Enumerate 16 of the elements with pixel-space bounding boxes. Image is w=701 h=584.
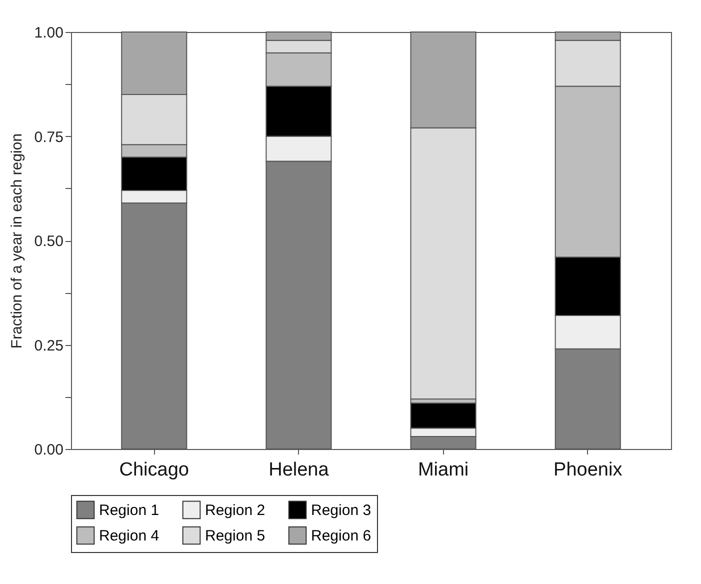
- y-tick-label: 0.25: [34, 337, 64, 354]
- legend-label: Region 1: [99, 502, 160, 519]
- y-axis-title: Fraction of a year in each region: [8, 133, 26, 349]
- legend-label: Region 6: [311, 528, 372, 544]
- x-tick-label: Phoenix: [554, 460, 623, 480]
- x-tick-label: Miami: [418, 460, 469, 480]
- legend-label: Region 4: [99, 528, 160, 544]
- legend-label: Region 3: [311, 502, 372, 519]
- y-tick-label: 0.75: [34, 128, 64, 146]
- y-tick-label: 1.00: [34, 24, 64, 42]
- y-tick-label: 0.50: [34, 233, 64, 250]
- y-tick-label: 0.00: [34, 442, 64, 458]
- x-tick-label: Helena: [268, 460, 330, 480]
- x-tick-label: Chicago: [119, 460, 189, 480]
- legend-label: Region 2: [205, 502, 266, 519]
- legend-label: Region 5: [205, 528, 266, 544]
